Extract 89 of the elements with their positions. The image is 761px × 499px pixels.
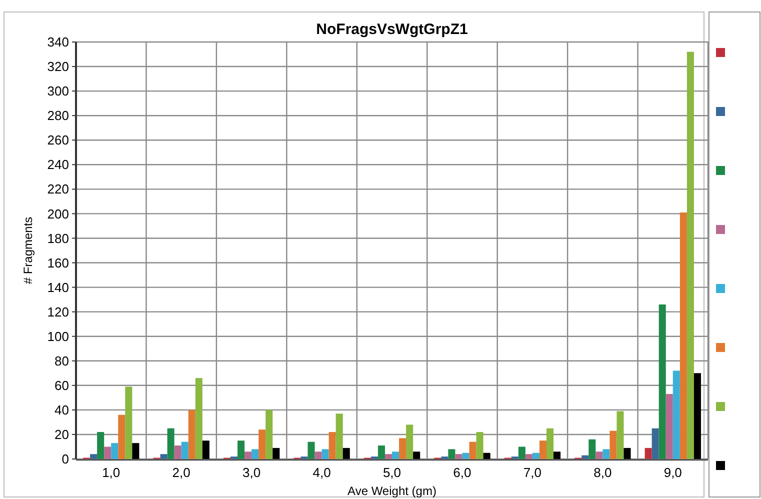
bar [244, 452, 252, 459]
bar [588, 439, 596, 459]
bar [322, 449, 329, 459]
bar [694, 373, 701, 459]
bar [610, 430, 617, 459]
bar [195, 378, 202, 459]
bar [90, 454, 98, 459]
y-tick-label: 340 [47, 34, 69, 50]
y-tick-label: 220 [47, 182, 69, 197]
bar [455, 454, 462, 459]
bar [160, 454, 168, 459]
bar [272, 448, 280, 459]
bar [672, 370, 680, 459]
x-tick-label: 2,0 [172, 465, 190, 480]
bar [181, 442, 188, 459]
bar [658, 304, 666, 459]
y-tick-label: 260 [47, 132, 69, 148]
x-tick-label: 1,0 [102, 465, 120, 480]
bar [616, 411, 624, 459]
bar [314, 452, 322, 459]
bar [518, 446, 526, 459]
y-tick-label: 140 [47, 280, 69, 295]
bar [652, 428, 659, 459]
bar [644, 448, 652, 459]
bar [202, 440, 210, 459]
bar [111, 443, 118, 459]
bar [104, 446, 112, 459]
x-tick-label: 5,0 [382, 465, 402, 480]
x-tick-label: 7,0 [523, 465, 542, 480]
bar [686, 52, 694, 459]
bar [342, 448, 350, 459]
bar [308, 442, 315, 459]
x-tick-label: 9,0 [664, 465, 682, 480]
y-tick-label: 180 [47, 230, 69, 246]
bar [174, 446, 182, 459]
y-tick-label: 320 [47, 59, 69, 74]
bar [554, 452, 561, 459]
y-tick-label: 0 [62, 452, 69, 467]
y-tick-label: 300 [47, 84, 69, 99]
bar [238, 440, 245, 459]
bar [462, 452, 470, 459]
bar [448, 449, 456, 459]
y-tick-label: 80 [54, 353, 69, 368]
chart-title: NoFragsVsWgtGrpZ1 [316, 21, 468, 38]
bar [680, 212, 687, 459]
bar [546, 428, 554, 459]
y-axis-title: # Fragments [21, 216, 35, 284]
y-tick-label: 40 [54, 402, 69, 418]
bar [258, 430, 266, 459]
bar [378, 446, 385, 459]
bar [582, 455, 589, 459]
y-tick-label: 120 [47, 304, 69, 320]
bar [525, 454, 532, 459]
bar [392, 452, 400, 459]
bar [666, 394, 673, 459]
y-tick-label: 240 [47, 157, 69, 172]
bar [624, 448, 631, 459]
bar [413, 452, 420, 459]
y-tick-label: 280 [47, 108, 69, 124]
bar [167, 428, 174, 459]
bar [399, 438, 406, 459]
bar [266, 410, 273, 459]
bar [483, 452, 490, 459]
y-tick-label: 60 [54, 378, 69, 393]
bar [118, 414, 126, 459]
bar [125, 386, 132, 459]
x-tick-label: 8,0 [594, 465, 612, 480]
bar [476, 432, 484, 459]
bar [97, 432, 104, 459]
y-tick-label: 20 [54, 427, 69, 442]
y-tick-label: 160 [47, 255, 69, 270]
bar [406, 424, 414, 459]
bar [132, 443, 140, 459]
bar [252, 449, 259, 459]
bar [539, 440, 546, 459]
x-tick-label: 6,0 [453, 465, 472, 480]
bar [469, 442, 476, 459]
bar [532, 452, 540, 459]
y-tick-label: 100 [47, 328, 69, 344]
x-tick-label: 3,0 [242, 465, 261, 480]
bar [336, 414, 343, 459]
bar [328, 432, 336, 459]
bar [188, 410, 196, 459]
x-tick-label: 4,0 [312, 465, 331, 480]
bar [384, 454, 392, 459]
x-axis-title: Ave Weight (gm) [348, 484, 436, 498]
y-tick-label: 200 [47, 206, 69, 222]
bar [596, 452, 603, 459]
bar [602, 449, 610, 459]
